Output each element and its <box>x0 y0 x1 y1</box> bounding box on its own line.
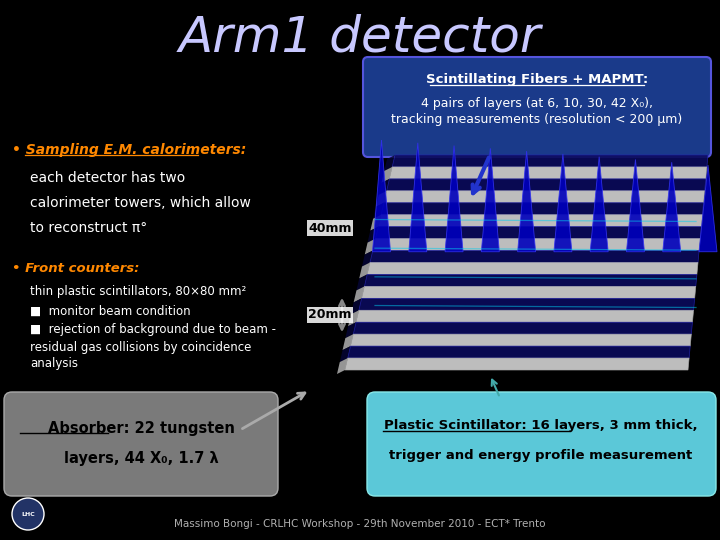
Polygon shape <box>384 191 705 203</box>
Polygon shape <box>337 358 348 374</box>
Text: to reconstruct π°: to reconstruct π° <box>30 221 148 235</box>
Text: Arm1 detector: Arm1 detector <box>179 14 541 62</box>
Polygon shape <box>356 310 693 322</box>
Polygon shape <box>699 165 717 252</box>
Text: analysis: analysis <box>30 357 78 370</box>
Polygon shape <box>364 274 697 286</box>
Polygon shape <box>373 239 701 251</box>
Polygon shape <box>409 143 427 252</box>
Text: LHC: LHC <box>21 511 35 516</box>
Text: thin plastic scintillators, 80×80 mm²: thin plastic scintillators, 80×80 mm² <box>30 286 246 299</box>
Polygon shape <box>365 239 376 254</box>
Polygon shape <box>662 162 680 252</box>
Polygon shape <box>445 146 463 252</box>
Polygon shape <box>370 251 699 262</box>
Text: layers, 44 X₀, 1.7 λ: layers, 44 X₀, 1.7 λ <box>63 450 218 465</box>
Polygon shape <box>351 334 691 346</box>
Polygon shape <box>384 155 395 171</box>
Polygon shape <box>378 215 703 227</box>
Text: Massimo Bongi - CRLHC Workshop - 29th November 2010 - ECT* Trento: Massimo Bongi - CRLHC Workshop - 29th No… <box>174 519 546 529</box>
Text: each detector has two: each detector has two <box>30 171 185 185</box>
Polygon shape <box>356 274 367 291</box>
Polygon shape <box>346 322 356 338</box>
Polygon shape <box>392 155 708 167</box>
Text: Absorber: 22 tungsten: Absorber: 22 tungsten <box>48 421 235 435</box>
Polygon shape <box>359 262 370 279</box>
Text: tracking measurements (resolution < 200 μm): tracking measurements (resolution < 200 … <box>392 113 683 126</box>
Polygon shape <box>367 262 698 274</box>
Circle shape <box>12 498 44 530</box>
Text: Scintillating Fibers + MAPMT:: Scintillating Fibers + MAPMT: <box>426 73 648 86</box>
Text: trigger and energy profile measurement: trigger and energy profile measurement <box>390 449 693 462</box>
Polygon shape <box>359 298 695 310</box>
FancyBboxPatch shape <box>4 392 278 496</box>
Polygon shape <box>354 286 364 302</box>
FancyBboxPatch shape <box>367 392 716 496</box>
Polygon shape <box>354 322 693 334</box>
FancyBboxPatch shape <box>363 57 711 157</box>
Polygon shape <box>373 203 384 219</box>
Polygon shape <box>390 167 707 179</box>
Polygon shape <box>379 179 390 195</box>
Text: residual gas collisions by coincidence: residual gas collisions by coincidence <box>30 341 251 354</box>
Text: 40mm: 40mm <box>308 221 352 234</box>
Polygon shape <box>482 148 500 252</box>
Text: • Sampling E.M. calorimeters:: • Sampling E.M. calorimeters: <box>12 143 246 157</box>
Polygon shape <box>376 227 701 239</box>
Text: 4 pairs of layers (at 6, 10, 30, 42 X₀),: 4 pairs of layers (at 6, 10, 30, 42 X₀), <box>421 97 653 110</box>
Text: ■  monitor beam condition: ■ monitor beam condition <box>30 305 191 318</box>
Polygon shape <box>370 215 381 231</box>
Polygon shape <box>343 334 354 350</box>
Text: Plastic Scintillator: 16 layers, 3 mm thick,: Plastic Scintillator: 16 layers, 3 mm th… <box>384 420 698 433</box>
Polygon shape <box>554 154 572 252</box>
Polygon shape <box>340 346 351 362</box>
Polygon shape <box>345 358 689 370</box>
Polygon shape <box>590 157 608 252</box>
Polygon shape <box>367 227 378 242</box>
Polygon shape <box>382 167 392 183</box>
Polygon shape <box>381 203 703 215</box>
Text: 20mm: 20mm <box>308 308 352 321</box>
Polygon shape <box>387 179 706 191</box>
Text: ■  rejection of background due to beam -: ■ rejection of background due to beam - <box>30 323 276 336</box>
Polygon shape <box>348 346 690 358</box>
Polygon shape <box>626 159 644 252</box>
Polygon shape <box>348 310 359 326</box>
Polygon shape <box>362 251 373 267</box>
Polygon shape <box>518 151 536 252</box>
Polygon shape <box>361 286 696 298</box>
Polygon shape <box>376 191 387 207</box>
Polygon shape <box>372 140 390 252</box>
Polygon shape <box>351 298 361 314</box>
Text: • Front counters:: • Front counters: <box>12 261 140 274</box>
Text: calorimeter towers, which allow: calorimeter towers, which allow <box>30 196 251 210</box>
